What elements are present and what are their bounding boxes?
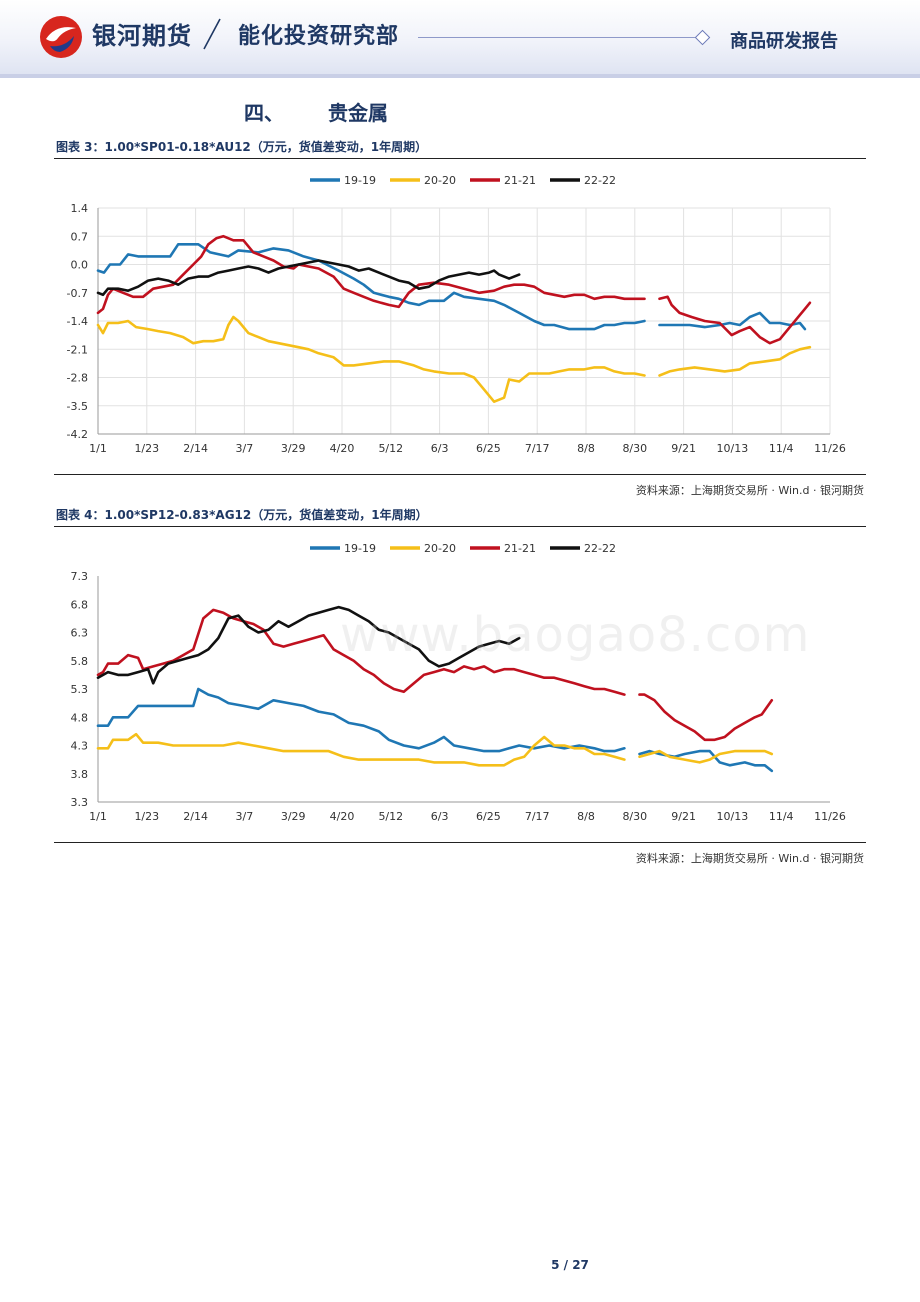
- x-tick-label: 9/21: [671, 442, 696, 455]
- y-tick-label: 7.3: [71, 570, 89, 583]
- y-tick-label: 6.8: [71, 598, 89, 611]
- legend-label-20-20: 20-20: [424, 542, 456, 555]
- y-tick-label: -2.1: [67, 343, 88, 356]
- series-line-22-22: [96, 605, 521, 685]
- legend-label-21-21: 21-21: [504, 542, 536, 555]
- report-type: 商品研发报告: [730, 31, 838, 52]
- y-tick-label: 5.3: [71, 683, 89, 696]
- company-name: 银河期货: [92, 22, 192, 50]
- y-tick-label: 4.8: [71, 711, 89, 724]
- x-tick-label: 5/12: [378, 442, 403, 455]
- x-tick-label: 3/29: [281, 442, 306, 455]
- section-number: 四、: [244, 101, 284, 125]
- x-tick-label: 6/25: [476, 810, 501, 823]
- series-line-21-21: [96, 234, 812, 345]
- figure-4-source: 资料来源：上海期货交易所 · Win.d · 银河期货: [635, 852, 864, 865]
- x-tick-label: 5/12: [378, 810, 403, 823]
- section-heading: 四、 贵金属: [244, 97, 388, 126]
- y-tick-label: 0.7: [71, 230, 89, 243]
- y-tick-label: -2.8: [67, 372, 88, 385]
- watermark: www.baogao8.com: [340, 607, 811, 663]
- series-line-19-19: [96, 687, 774, 773]
- page-current: 5: [551, 1258, 560, 1272]
- legend-label-19-19: 19-19: [344, 542, 376, 555]
- x-tick-label: 8/30: [622, 442, 647, 455]
- y-tick-label: 6.3: [71, 627, 89, 640]
- y-tick-label: 3.3: [71, 796, 89, 809]
- legend-label-22-22: 22-22: [584, 174, 616, 187]
- y-tick-label: -3.5: [67, 400, 88, 413]
- galaxy-futures-logo-icon: [40, 16, 82, 58]
- series-line-20-20: [96, 732, 774, 767]
- section-title-text: 贵金属: [328, 101, 388, 125]
- y-tick-label: -4.2: [67, 428, 88, 441]
- x-tick-label: 6/3: [431, 810, 449, 823]
- y-tick-label: -1.4: [67, 315, 88, 328]
- series-line-21-21: [96, 608, 774, 742]
- x-tick-label: 10/13: [717, 442, 749, 455]
- x-tick-label: 3/7: [236, 442, 254, 455]
- department-name: 能化投资研究部: [238, 24, 400, 49]
- legend-label-20-20: 20-20: [424, 174, 456, 187]
- page-number: 5 / 27: [0, 1258, 920, 1272]
- header-divider: [0, 74, 920, 78]
- series-line-19-19: [96, 243, 807, 331]
- x-tick-label: 3/29: [281, 810, 306, 823]
- legend-label-22-22: 22-22: [584, 542, 616, 555]
- x-tick-label: 1/1: [89, 810, 107, 823]
- figure-3-chart: 19-19 20-20 21-21 22-22 1.4 0.7 0.0 -0.7 -1.4 -2.…: [54, 162, 866, 472]
- legend-label-19-19: 19-19: [344, 174, 376, 187]
- figure-3-title: 图表 3：1.00*SP01-0.18*AU12（万元，货值差变动，1年周期）: [56, 140, 428, 154]
- y-tick-label: 0.0: [71, 259, 89, 272]
- x-tick-label: 11/26: [814, 442, 846, 455]
- header-slash: [203, 18, 221, 50]
- x-tick-label: 4/20: [330, 442, 355, 455]
- figure-4-top-rule: [54, 526, 866, 527]
- page-separator: /: [563, 1258, 569, 1272]
- figure-4-chart: 19-19 20-20 21-21 22-22 7.3 6.8 6.3 5.8 5.3 4.8 4.…: [54, 530, 866, 840]
- y-tick-label: 4.3: [71, 740, 89, 753]
- chart-3-svg: 19-19 20-20 21-21 22-22 1.4 0.7 0.0 -0.7 -1.4 -2.…: [67, 174, 846, 455]
- figure-3-top-rule: [54, 158, 866, 159]
- x-tick-label: 6/25: [476, 442, 501, 455]
- series-line-20-20: [96, 315, 812, 403]
- page-total: 27: [572, 1258, 589, 1272]
- x-tick-label: 9/21: [671, 810, 696, 823]
- x-tick-label: 10/13: [717, 810, 749, 823]
- chart-4-svg: 19-19 20-20 21-21 22-22 7.3 6.8 6.3 5.8 5.3 4.8 4.…: [71, 542, 846, 823]
- x-tick-label: 1/23: [134, 810, 159, 823]
- x-tick-label: 8/30: [622, 810, 647, 823]
- x-tick-label: 1/1: [89, 442, 107, 455]
- x-tick-label: 1/23: [134, 442, 159, 455]
- y-tick-label: 1.4: [71, 202, 89, 215]
- y-tick-label: 3.8: [71, 768, 89, 781]
- x-tick-label: 6/3: [431, 442, 449, 455]
- figure-4-bottom-rule: [54, 842, 866, 843]
- x-tick-label: 4/20: [330, 810, 355, 823]
- figure-3-source: 资料来源：上海期货交易所 · Win.d · 银河期货: [635, 484, 864, 497]
- header-line: [418, 37, 696, 38]
- x-tick-label: 2/14: [183, 810, 208, 823]
- x-tick-label: 3/7: [236, 810, 254, 823]
- x-tick-label: 8/8: [577, 810, 595, 823]
- y-tick-label: -0.7: [67, 287, 88, 300]
- legend-label-21-21: 21-21: [504, 174, 536, 187]
- y-tick-label: 5.8: [71, 655, 89, 668]
- x-tick-label: 7/17: [525, 810, 550, 823]
- x-tick-label: 8/8: [577, 442, 595, 455]
- x-tick-label: 11/26: [814, 810, 846, 823]
- series-line-22-22: [96, 259, 521, 297]
- x-tick-label: 11/4: [769, 442, 794, 455]
- figure-4-title: 图表 4：1.00*SP12-0.83*AG12（万元，货值差变动，1年周期）: [56, 508, 428, 522]
- x-tick-label: 2/14: [183, 442, 208, 455]
- x-tick-label: 11/4: [769, 810, 794, 823]
- figure-3-bottom-rule: [54, 474, 866, 475]
- x-tick-label: 7/17: [525, 442, 550, 455]
